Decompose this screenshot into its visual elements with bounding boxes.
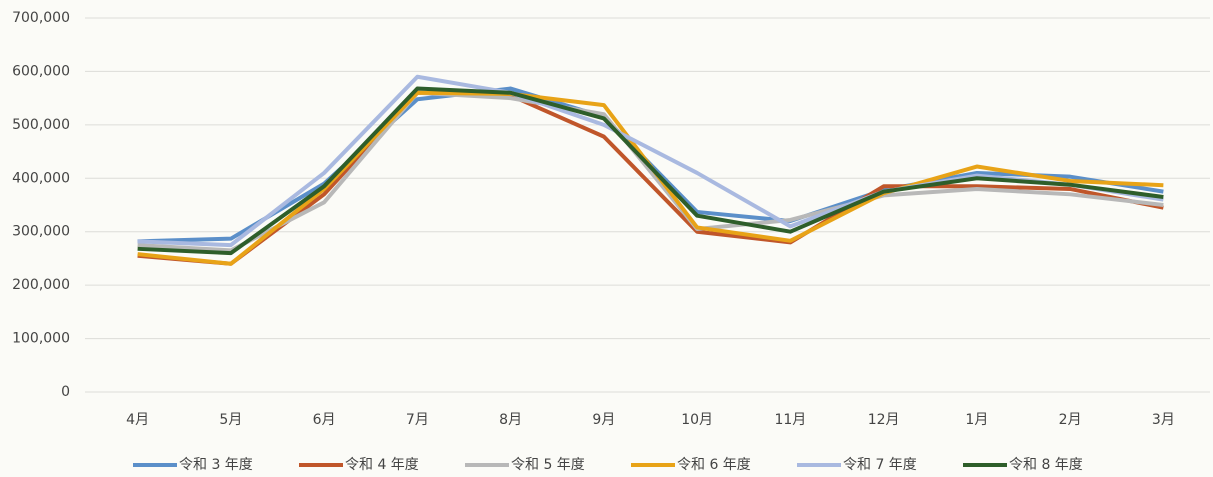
legend-label: 令和 5 年度 bbox=[511, 457, 585, 473]
y-tick-label: 0 bbox=[61, 384, 70, 400]
legend-label: 令和 4 年度 bbox=[345, 457, 419, 473]
y-tick-label: 700,000 bbox=[12, 10, 70, 26]
x-tick-label: 12月 bbox=[868, 412, 900, 428]
x-tick-label: 1月 bbox=[965, 412, 988, 428]
x-tick-label: 8月 bbox=[499, 412, 522, 428]
series-line bbox=[137, 74, 1164, 248]
y-tick-label: 600,000 bbox=[12, 63, 70, 79]
x-tick-label: 3月 bbox=[1152, 412, 1175, 428]
x-tick-label: 10月 bbox=[681, 412, 713, 428]
x-tick-label: 11月 bbox=[774, 412, 806, 428]
x-tick-label: 9月 bbox=[592, 412, 615, 428]
legend-label: 令和 6 年度 bbox=[677, 457, 751, 473]
x-tick-label: 6月 bbox=[313, 412, 336, 428]
x-tick-label: 4月 bbox=[126, 412, 149, 428]
series-line bbox=[137, 90, 1164, 266]
y-tick-label: 400,000 bbox=[12, 170, 70, 186]
legend-label: 令和 7 年度 bbox=[843, 457, 917, 473]
x-tick-label: 5月 bbox=[219, 412, 242, 428]
y-tick-label: 500,000 bbox=[12, 117, 70, 133]
legend-label: 令和 8 年度 bbox=[1009, 457, 1083, 473]
y-tick-label: 300,000 bbox=[12, 224, 70, 240]
series-line bbox=[137, 86, 1164, 256]
x-tick-label: 7月 bbox=[406, 412, 429, 428]
y-tick-label: 200,000 bbox=[12, 277, 70, 293]
legend-label: 令和 3 年度 bbox=[179, 457, 253, 473]
x-tick-label: 2月 bbox=[1059, 412, 1082, 428]
y-tick-label: 100,000 bbox=[12, 331, 70, 347]
series-line bbox=[137, 90, 1164, 253]
